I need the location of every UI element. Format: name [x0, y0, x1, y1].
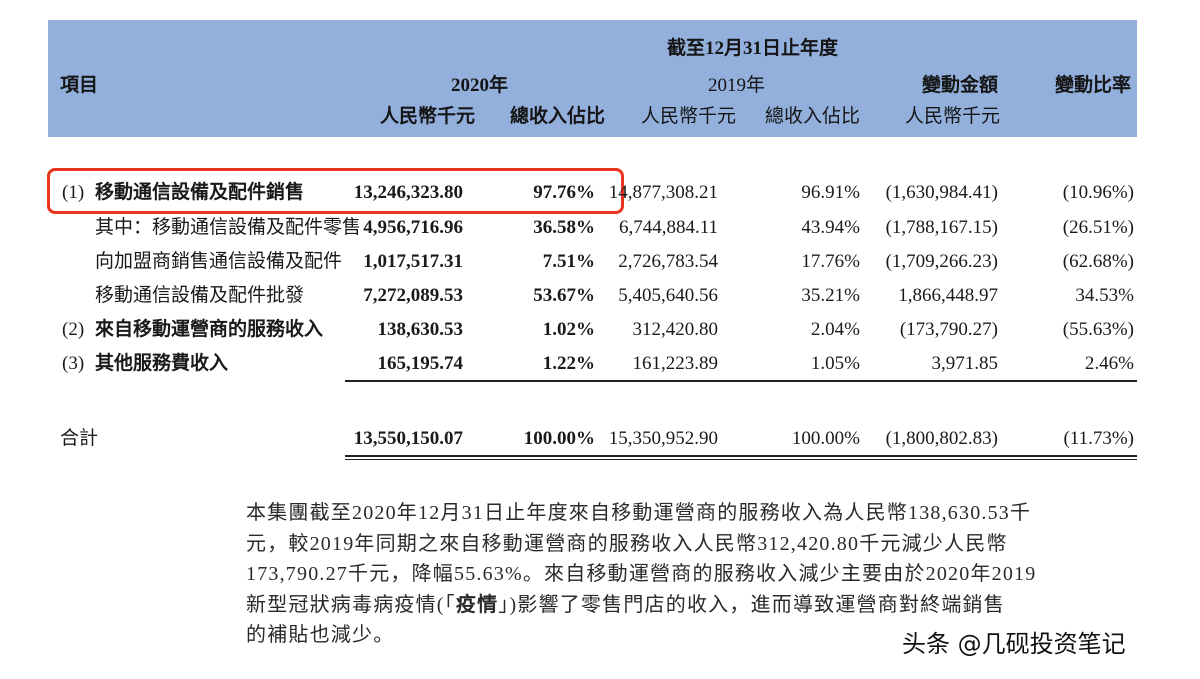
row-label: 來自移動運營商的服務收入 [95, 319, 324, 340]
row-number: (1) [62, 182, 85, 203]
change-rate: 2.46% [1084, 353, 1134, 374]
highlight-box [47, 168, 624, 214]
header-2020-rmb: 人民幣千元 [380, 106, 476, 127]
change-amount: 1,866,448.97 [898, 285, 998, 306]
value-2020: 13,246,323.80 [353, 182, 463, 203]
total-double-rule-top [345, 455, 1137, 457]
header-change-amount: 變動金額 [922, 75, 999, 96]
change-rate: (10.96%) [1062, 182, 1134, 203]
value-2020: 138,630.53 [377, 319, 464, 340]
change-amount: (1,788,167.15) [885, 217, 998, 238]
header-2019-rmb: 人民幣千元 [641, 106, 737, 127]
change-amount: (173,790.27) [899, 319, 998, 340]
header-2019-pct: 總收入佔比 [765, 106, 861, 127]
total-pct-2019: 100.00% [791, 428, 860, 449]
change-amount: 3,971.85 [931, 353, 999, 374]
pct-2019: 35.21% [801, 285, 860, 306]
total-pct-2020: 100.00% [523, 428, 595, 449]
value-2020: 1,017,517.31 [363, 251, 463, 272]
pct-2020: 1.22% [542, 353, 595, 374]
change-rate: (55.63%) [1062, 319, 1134, 340]
pct-2019: 2.04% [810, 319, 860, 340]
value-2020: 165,195.74 [377, 353, 464, 374]
pct-2020: 53.67% [533, 285, 595, 306]
value-2020: 4,956,716.96 [363, 217, 463, 238]
total-value-2020: 13,550,150.07 [353, 428, 463, 449]
value-2020: 7,272,089.53 [363, 285, 463, 306]
row-label: 其他服務費收入 [95, 353, 229, 374]
value-2019: 2,726,783.54 [618, 251, 718, 272]
header-year-2020: 2020年 [451, 75, 509, 96]
row-label: 其中：移動通信設備及配件零售 [95, 217, 362, 238]
row-number: (2) [62, 319, 85, 340]
total-double-rule-bottom [345, 459, 1137, 460]
header-item: 項目 [60, 75, 99, 96]
header-2020-pct: 總收入佔比 [510, 106, 606, 127]
paragraph-text: 」)影響了零售門店的收入，進而導致運營商對終端銷售 [498, 593, 1005, 616]
defined-term: 疫情 [455, 593, 499, 616]
paragraph-line: 173,790.27千元，降幅55.63%。來自移動運營商的服務收入減少主要由於… [246, 563, 1037, 585]
change-rate: (26.51%) [1062, 217, 1134, 238]
pct-2020: 1.02% [542, 319, 595, 340]
value-2019: 14,877,308.21 [608, 182, 718, 203]
paragraph-text: 新型冠狀病毒病疫情(「 [246, 593, 456, 616]
change-rate: (62.68%) [1062, 251, 1134, 272]
pct-2019: 96.91% [801, 182, 860, 203]
explanation-paragraph: 本集團截至2020年12月31日止年度來自移動運營商的服務收入為人民幣138,6… [246, 498, 1146, 651]
paragraph-line: 元，較2019年同期之來自移動運營商的服務收入人民幣312,420.80千元減少… [246, 532, 1008, 555]
pct-2020: 7.51% [542, 251, 595, 272]
pct-2020: 36.58% [533, 217, 595, 238]
watermark: 头条 @几砚投资笔记 [902, 630, 1126, 658]
row-number: (3) [62, 353, 85, 374]
header-period: 截至12月31日止年度 [667, 38, 839, 59]
value-2019: 5,405,640.56 [618, 285, 718, 306]
total-change-rate: (11.73%) [1063, 428, 1134, 449]
value-2019: 161,223.89 [632, 353, 719, 374]
header-change-rmb: 人民幣千元 [905, 106, 1001, 127]
row-label: 向加盟商銷售通信設備及配件 [95, 251, 343, 272]
change-amount: (1,709,266.23) [885, 251, 998, 272]
change-amount: (1,630,984.41) [885, 182, 998, 203]
pct-2019: 43.94% [801, 217, 860, 238]
row-label: 移動通信設備及配件批發 [95, 285, 305, 306]
paragraph-line: 的補貼也減少。 [246, 624, 395, 646]
table-header-band [48, 20, 1137, 137]
value-2019: 6,744,884.11 [618, 217, 718, 238]
total-value-2019: 15,350,952.90 [608, 428, 718, 449]
value-2019: 312,420.80 [632, 319, 719, 340]
header-change-rate: 變動比率 [1055, 75, 1132, 96]
row-label: 移動通信設備及配件銷售 [95, 182, 305, 203]
total-label: 合計 [60, 428, 99, 449]
paragraph-line: 本集團截至2020年12月31日止年度來自移動運營商的服務收入為人民幣138,6… [246, 502, 1032, 524]
total-change-amount: (1,800,802.83) [885, 428, 998, 449]
subtotal-rule [345, 380, 1137, 382]
pct-2019: 17.76% [801, 251, 860, 272]
pct-2020: 97.76% [533, 182, 595, 203]
paragraph-line: 新型冠狀病毒病疫情(「疫情」)影響了零售門店的收入，進而導致運營商對終端銷售 [246, 590, 1146, 621]
pct-2019: 1.05% [810, 353, 860, 374]
header-year-2019: 2019年 [708, 75, 766, 96]
change-rate: 34.53% [1075, 285, 1134, 306]
